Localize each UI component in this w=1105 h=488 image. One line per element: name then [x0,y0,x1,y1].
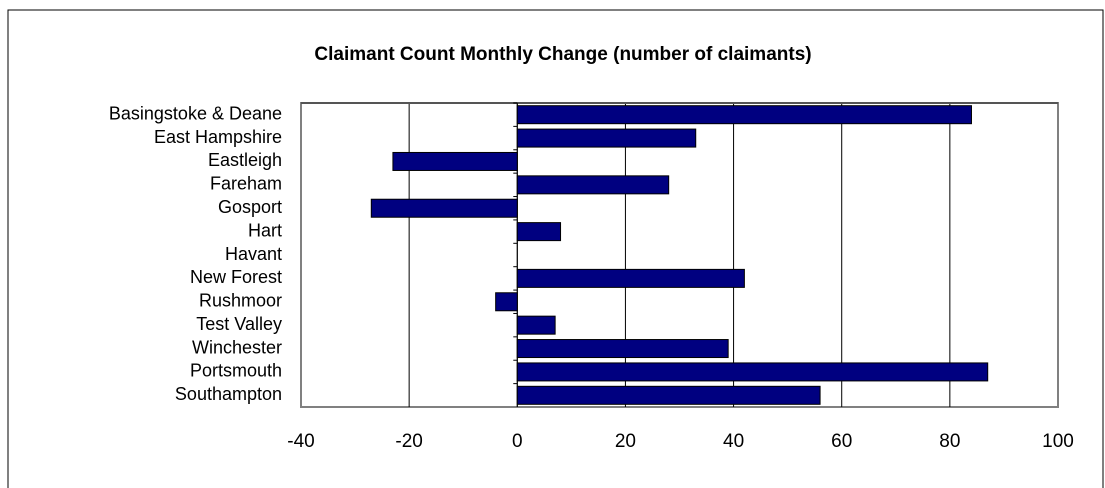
y-tick-label: Gosport [218,197,282,217]
y-tick-label: Portsmouth [190,361,282,381]
x-tick-label: 20 [615,431,636,452]
x-tick-label: 0 [512,431,523,452]
x-tick-label: -40 [287,431,314,452]
y-tick-label: Eastleigh [208,150,282,170]
bar [516,175,670,195]
bar [516,128,697,148]
bar [516,362,989,382]
y-tick-label: Hart [248,220,282,240]
bar [516,222,562,242]
y-tick-label: Rushmoor [199,291,282,311]
x-tick-label: 100 [1042,431,1074,452]
x-tick-label: -20 [395,431,422,452]
y-tick-label: Test Valley [196,314,282,334]
bar [495,292,518,312]
y-tick-label: Southampton [175,384,282,404]
bar [516,268,745,288]
x-tick-label: 80 [939,431,960,452]
chart-title: Claimant Count Monthly Change (number of… [314,44,811,65]
y-tick-label: East Hampshire [154,127,282,147]
y-tick-label: Fareham [210,174,282,194]
y-tick-label: Havant [225,244,282,264]
bar [516,105,972,125]
y-tick-label: New Forest [190,267,282,287]
bar [516,385,821,405]
x-tick-label: 40 [723,431,744,452]
plot-area [300,102,1059,408]
y-tick-label: Basingstoke & Deane [109,103,282,123]
chart-border [7,9,1104,488]
bar [516,339,729,359]
x-tick-label: 60 [831,431,852,452]
bar [516,315,556,335]
bar [392,151,518,171]
bar [370,198,518,218]
y-tick-label: Winchester [192,337,282,357]
